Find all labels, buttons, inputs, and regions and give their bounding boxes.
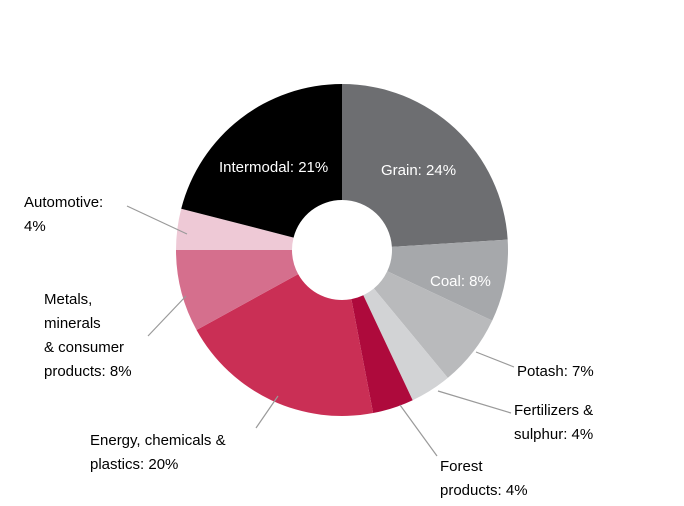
label-line: plastics: 20% [90, 456, 179, 473]
leader-line-potash [475, 351, 515, 368]
label-line: 4% [24, 218, 46, 235]
label-line: products: 4% [440, 482, 528, 499]
slice-label-automotive: Automotive: 4% [24, 191, 103, 239]
slice-label-coal: Coal: 8% [430, 273, 491, 290]
label-line: Automotive: [24, 194, 104, 211]
label-line: sulphur: 4% [514, 426, 594, 443]
slice-label-grain: Grain: 24% [381, 162, 457, 179]
leader-line-automotive [126, 205, 188, 235]
label-line: minerals [44, 315, 101, 332]
slice-label-metals: Metals, minerals & consumer products: 8% [44, 288, 132, 384]
pie-slice-automotive [176, 208, 294, 250]
pie-slice-potash [373, 271, 493, 378]
slice-label-intermodal: Intermodal: 21% [219, 159, 329, 176]
leader-line-fertilizers [437, 390, 512, 414]
leader-lines [126, 205, 515, 457]
pie-slice-coal [387, 239, 508, 321]
pie-slice-energy-chemicals-plastics [196, 274, 374, 417]
pie-slice-forest-products [351, 295, 413, 414]
label-line: Fertilizers & [514, 402, 594, 419]
pie-slice-grain [342, 84, 508, 247]
label-line: Metals, [44, 291, 93, 308]
slice-label-energy: Energy, chemicals & plastics: 20% [90, 429, 226, 477]
slice-label-forest: Forest products: 4% [440, 455, 528, 503]
slice-label-potash: Potash: 7% [517, 363, 594, 380]
pie-slice-fertilizers-sulphur [363, 288, 448, 401]
pie-slices [176, 84, 508, 417]
label-line: products: 8% [44, 363, 132, 380]
leader-line-metals [147, 295, 187, 337]
leader-line-forest [399, 404, 438, 457]
leader-line-energy [255, 395, 279, 429]
pie-slice-intermodal [181, 84, 342, 238]
label-line: Forest [440, 458, 483, 475]
slice-label-fertilizers: Fertilizers & sulphur: 4% [514, 399, 593, 447]
label-line: & consumer [44, 339, 125, 356]
pie-slice-metals-minerals-consumer-products [176, 250, 299, 330]
label-line: Energy, chemicals & [90, 432, 226, 449]
